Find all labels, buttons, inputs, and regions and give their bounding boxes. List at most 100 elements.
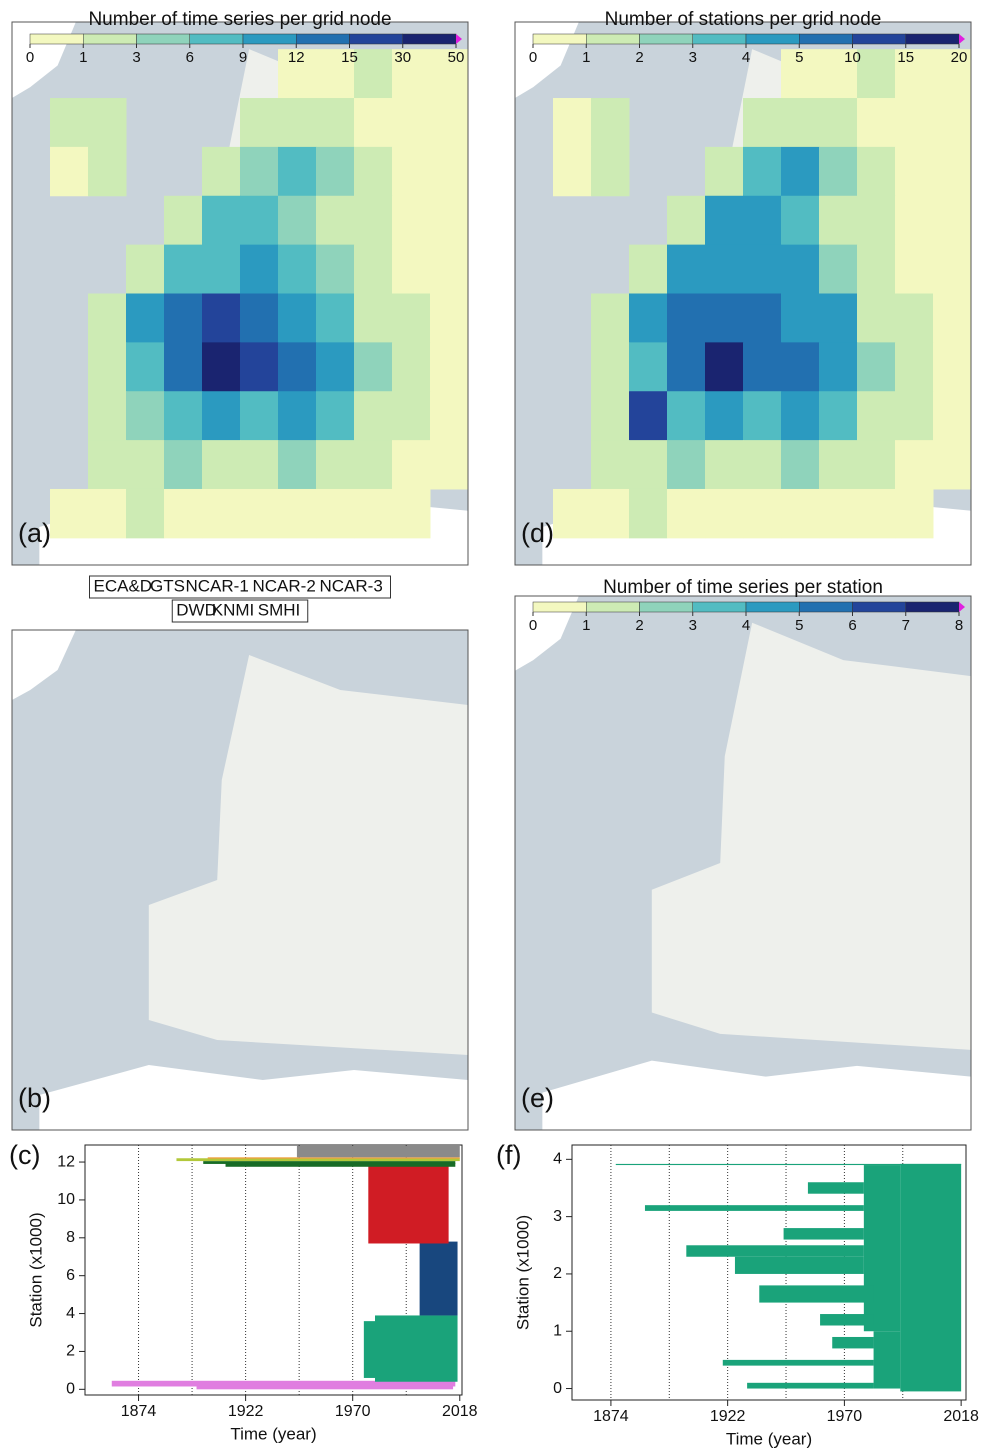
colorbar-tick-label: 5 xyxy=(795,49,803,66)
y-tick-label: 12 xyxy=(57,1153,75,1170)
grid-cell xyxy=(202,391,241,440)
grid-cell xyxy=(629,342,668,391)
grid-cell xyxy=(164,440,203,489)
grid-cell xyxy=(50,147,89,196)
grid-cell xyxy=(743,98,782,147)
x-axis-title: Time (year) xyxy=(230,1424,316,1443)
grid-cell xyxy=(781,391,820,440)
station-span xyxy=(735,1257,864,1274)
grid-cell xyxy=(126,342,165,391)
station-span xyxy=(832,1337,873,1348)
legend-label: NCAR-1 xyxy=(186,576,249,595)
grid-cell xyxy=(819,245,858,294)
grid-cell xyxy=(819,342,858,391)
grid-cell xyxy=(553,147,592,196)
grid-cell xyxy=(392,391,431,440)
grid-cell xyxy=(278,391,317,440)
grid-cell xyxy=(895,245,934,294)
grid-cell xyxy=(857,342,896,391)
grid-cell xyxy=(629,294,668,343)
grid-cell xyxy=(933,342,972,391)
y-tick-label: 6 xyxy=(66,1267,75,1284)
map xyxy=(515,22,972,565)
station-span xyxy=(864,1165,900,1331)
grid-cell xyxy=(278,196,317,245)
grid-cell xyxy=(667,245,706,294)
grid-cell xyxy=(781,196,820,245)
grid-cell xyxy=(629,391,668,440)
grid-cell xyxy=(50,98,89,147)
y-axis-title: Station (x1000) xyxy=(513,1215,532,1330)
colorbar-tick-label: 30 xyxy=(394,49,411,66)
colorbar-swatch xyxy=(799,602,852,612)
x-axis-title: Time (year) xyxy=(726,1429,812,1448)
colorbar-title: Number of stations per grid node xyxy=(605,9,882,30)
legend-label: ECA&D xyxy=(94,576,153,595)
grid-cell xyxy=(933,294,972,343)
station-span xyxy=(808,1182,864,1193)
colorbar-tick-label: 7 xyxy=(902,617,910,634)
station-span xyxy=(364,1321,375,1378)
grid-cell xyxy=(667,391,706,440)
grid-cell xyxy=(202,489,241,538)
colorbar-tick-label: 4 xyxy=(742,617,750,634)
station-span xyxy=(368,1166,448,1244)
colorbar-tick-label: 5 xyxy=(795,617,803,634)
colorbar-tick-label: 12 xyxy=(288,49,305,66)
grid-cell xyxy=(88,342,127,391)
grid-cell xyxy=(591,342,630,391)
grid-cell xyxy=(316,98,355,147)
y-tick-label: 1 xyxy=(553,1322,562,1339)
grid-cell xyxy=(705,196,744,245)
station-span xyxy=(900,1164,961,1391)
grid-cell xyxy=(88,391,127,440)
grid-cell xyxy=(895,196,934,245)
colorbar-swatch xyxy=(190,34,243,44)
y-tick-label: 8 xyxy=(66,1229,75,1246)
grid-cell xyxy=(895,342,934,391)
panel-label: (a) xyxy=(18,518,51,548)
grid-cell xyxy=(857,245,896,294)
grid-cell xyxy=(354,489,393,538)
station-span xyxy=(297,1146,460,1157)
grid-cell xyxy=(819,98,858,147)
panel-label: (f) xyxy=(496,1140,521,1170)
station-span xyxy=(784,1228,864,1239)
map xyxy=(12,22,469,565)
colorbar-tick-label: 1 xyxy=(582,49,590,66)
map xyxy=(515,596,971,1130)
grid-cell xyxy=(857,440,896,489)
y-tick-label: 0 xyxy=(553,1380,562,1397)
colorbar-tick-label: 0 xyxy=(529,49,537,66)
x-tick-label: 1922 xyxy=(710,1408,746,1425)
grid-cell xyxy=(126,489,165,538)
colorbar-tick-label: 0 xyxy=(529,617,537,634)
colorbar-tick-label: 50 xyxy=(448,49,465,66)
grid-cell xyxy=(240,391,279,440)
grid-cell xyxy=(354,49,393,98)
grid-cell xyxy=(629,245,668,294)
colorbar-swatch xyxy=(533,34,586,44)
grid-cell xyxy=(857,196,896,245)
grid-cell xyxy=(667,440,706,489)
grid-cell xyxy=(933,98,972,147)
grid-cell xyxy=(392,489,431,538)
colorbar-swatch xyxy=(799,34,852,44)
colorbar-tick-label: 8 xyxy=(955,617,963,634)
colorbar-tick-label: 6 xyxy=(186,49,194,66)
grid-cell xyxy=(88,440,127,489)
grid-cell xyxy=(88,294,127,343)
colorbar-tick-label: 20 xyxy=(951,49,968,66)
station-span xyxy=(208,1157,460,1158)
grid-cell xyxy=(781,245,820,294)
grid-cell xyxy=(430,98,469,147)
grid-cell xyxy=(164,342,203,391)
grid-cell xyxy=(278,342,317,391)
grid-cell xyxy=(591,391,630,440)
grid-cell xyxy=(354,440,393,489)
colorbar-tick-label: 2 xyxy=(635,49,643,66)
grid-cell xyxy=(895,489,934,538)
grid-cell xyxy=(240,294,279,343)
grid-cell xyxy=(392,196,431,245)
x-tick-label: 1970 xyxy=(335,1403,371,1420)
